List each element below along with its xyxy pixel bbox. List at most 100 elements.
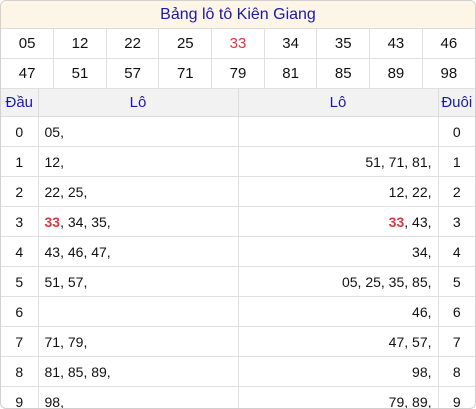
lo-number: 43 [412,213,428,230]
lo-right-cell: 46, [238,296,439,327]
header-lo-left: Lô [38,89,239,117]
dau-digit: 5 [1,266,39,297]
lo-row: 9 98, 79, 89, 9 [1,386,475,409]
lo-right-cell: 34, [238,236,439,267]
duoi-digit: 7 [438,326,475,357]
lo-row: 1 12, 51, 71, 81, 1 [1,146,475,177]
lo-right-cell: 12, 22, [238,176,439,207]
lo-row: 0 05, 0 [1,116,475,147]
result-number: 22 [106,29,160,59]
dau-digit: 9 [1,386,39,408]
result-number: 71 [158,58,213,89]
header-dau: Đầu [1,89,39,117]
duoi-digit: 3 [438,206,475,237]
results-row: 05 12 22 25 33 34 35 43 46 [1,29,475,59]
lo-row: 3 33, 34, 35, 33, 43, 3 [1,206,475,237]
lo-number: 05 [341,273,358,290]
dau-digit: 6 [1,296,39,327]
duoi-digit: 8 [438,356,475,387]
results-grid: 05 12 22 25 33 34 35 43 46 47 51 57 71 79 81 85 89 98 [1,29,475,89]
lo-row: 8 81, 85, 89, 98, 8 [1,356,475,387]
result-number: 34 [264,29,318,59]
lo-number: 89 [91,363,107,380]
lo-row: 5 51, 57, 05, 25, 35, 85, 5 [1,266,475,297]
lo-number: 89 [412,393,428,409]
lo-right-cell: 79, 89, [238,386,439,409]
lo-number: 05 [44,123,61,140]
lo-number: 51 [365,153,381,170]
duoi-digit: 6 [438,296,475,327]
lo-left-cell: 51, 57, [38,266,239,297]
result-number: 05 [1,29,55,59]
lo-number: 81 [44,363,61,380]
result-number: 81 [264,58,318,89]
duoi-digit: 2 [438,176,475,207]
lo-row: 6 46, 6 [1,296,475,327]
lo-number: 34 [412,243,428,260]
result-number: 57 [106,58,160,89]
duoi-digit: 0 [438,116,475,147]
lo-table-header: Đầu Lô Lô Đuôi [1,89,475,117]
lo-table-body: 0 05, 0 1 12, 51, 71, 81, 1 2 22, 25, 12, 22, 2 3 33… [1,116,475,409]
dau-digit: 8 [1,356,39,387]
header-duoi: Đuôi [438,89,475,117]
result-number: 12 [53,29,107,59]
dau-digit: 7 [1,326,39,357]
lo-right-cell: 51, 71, 81, [238,146,439,177]
duoi-digit: 4 [438,236,475,267]
lo-left-cell: 98, [38,386,239,409]
lo-number: 35 [388,273,405,290]
lo-number: 51 [44,273,61,290]
result-number: 85 [316,58,371,89]
result-number: 89 [369,58,423,89]
lo-left-cell: 33, 34, 35, [38,206,239,237]
lo-number: 85 [67,363,84,380]
duoi-digit: 9 [452,393,461,409]
result-number: 46 [422,29,475,59]
lo-left-cell: 43, 46, 47, [38,236,239,267]
lo-number: 12 [44,153,61,170]
lo-number: 12 [388,183,405,200]
result-number: 47 [1,58,55,89]
result-number: 79 [211,58,265,89]
dau-digit: 0 [1,116,39,147]
lo-number: 81 [412,153,428,170]
lo-number: 79 [67,333,84,350]
lo-number: 79 [388,393,405,409]
result-number: 98 [422,58,475,89]
header-lo-right: Lô [238,89,439,117]
results-row: 47 51 57 71 79 81 85 89 98 [1,58,475,89]
table-title: Bảng lô tô Kiên Giang [1,1,475,29]
lo-right-cell: 47, 57, [238,326,439,357]
lo-number: 33 [388,213,405,230]
lo-right-cell: 33, 43, [238,206,439,237]
lo-left-cell [38,296,239,327]
lo-number: 57 [67,273,84,290]
lo-right-cell [238,116,439,147]
lo-number: 71 [44,333,61,350]
lo-number: 22 [412,183,428,200]
lo-row: 7 71, 79, 47, 57, 7 [1,326,475,357]
lo-left-cell: 81, 85, 89, [38,356,239,387]
lo-number: 25 [67,183,84,200]
dau-digit: 2 [1,176,39,207]
result-number: 33 [211,29,265,59]
lo-number: 98 [44,393,61,409]
lo-number: 22 [44,183,61,200]
result-number: 51 [53,58,107,89]
lo-number: 46 [67,243,84,260]
lo-left-cell: 05, [38,116,239,147]
duoi-digit: 5 [438,266,475,297]
lo-number: 71 [388,153,405,170]
lo-number: 33 [44,213,61,230]
lo-number: 34 [67,213,84,230]
lo-table: Đầu Lô Lô Đuôi 0 05, 0 1 12, 51, 71, 81, 1 2 22,… [1,89,475,409]
dau-digit: 4 [1,236,39,267]
result-number: 43 [369,29,423,59]
lo-number: 46 [412,303,428,320]
lo-right-cell: 98, [238,356,439,387]
dau-digit: 3 [1,206,39,237]
lo-right-cell: 05, 25, 35, 85, [238,266,439,297]
lo-number: 35 [91,213,107,230]
